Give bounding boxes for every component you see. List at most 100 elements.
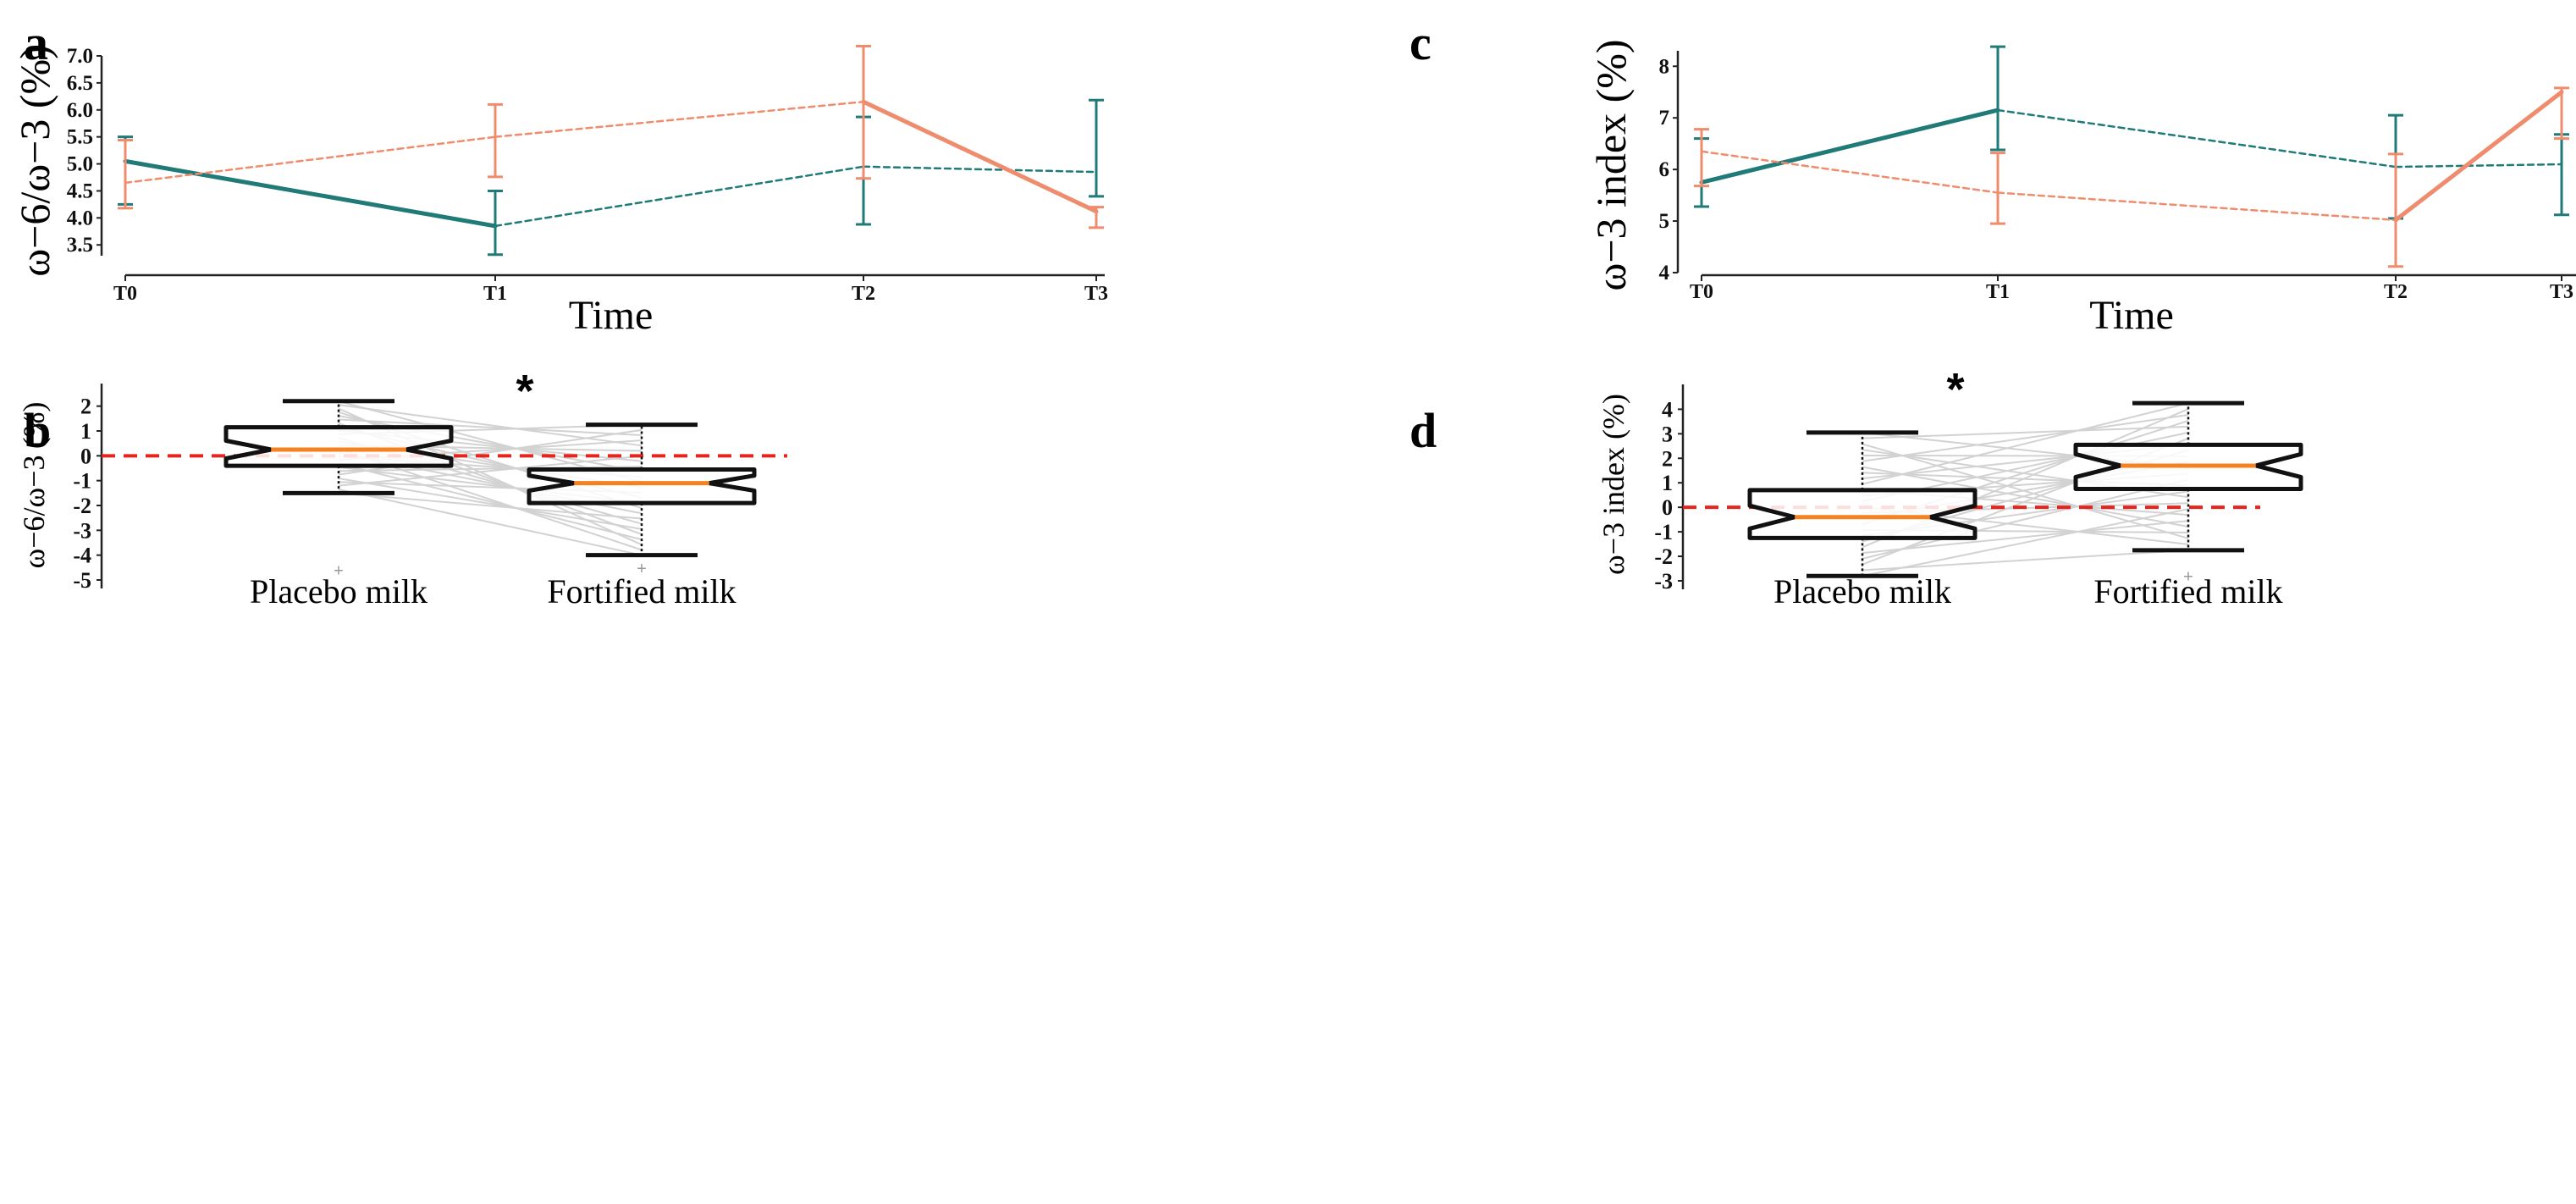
series-line-solid [1699, 108, 2000, 185]
paired-line [1862, 466, 2189, 528]
y-tick-label: 2 [80, 395, 91, 419]
x-tick-label: T0 [1690, 281, 1713, 303]
y-tick-label: 8 [1659, 55, 1670, 78]
paired-line [1862, 549, 2189, 572]
y-axis-title: ω−6/ω−3 (%) [17, 402, 51, 569]
y-tick-label: 7.0 [67, 45, 93, 68]
series-salmon [1694, 86, 2569, 268]
panel-label-d: d [1409, 403, 1437, 458]
y-tick-label: 6.5 [67, 72, 93, 95]
outlier-marker: + [2183, 568, 2193, 587]
y-tick-label: 4.5 [67, 179, 93, 202]
category-label: Placebo milk [1773, 572, 1951, 610]
paired-line [1862, 414, 2189, 462]
series-line-dashed [494, 100, 865, 138]
paired-line [338, 404, 643, 447]
x-tick-label: T2 [2384, 281, 2408, 303]
panel-label-a: a [24, 15, 48, 70]
y-axis-title: ω−3 index (%) [1597, 394, 1630, 575]
x-tick-label: T2 [852, 283, 875, 305]
paired-line [338, 418, 643, 436]
y-tick-label: 2 [1662, 446, 1673, 471]
y-tick-label: -4 [73, 544, 91, 568]
panel-c: c 4 5 6 7 8 T0 T1 T2 T3 Time ω−3 index (%) [1409, 15, 2576, 338]
paired-line [1862, 520, 2189, 555]
outlier-marker: + [637, 560, 647, 578]
series-line-dashed [1996, 191, 2397, 222]
y-tick-label: 1 [1662, 471, 1673, 495]
y-tick-label: 0 [80, 444, 91, 468]
paired-line [338, 465, 643, 472]
series-teal [1694, 45, 2569, 220]
y-tick-label: -3 [73, 518, 91, 543]
y-tick-label: 4.0 [67, 207, 93, 229]
paired-line [1862, 478, 2189, 560]
category-label: Fortified milk [547, 572, 736, 610]
x-axis-title: Time [2089, 293, 2174, 338]
y-axis-title: ω−3 index (%) [1587, 39, 1635, 290]
y-tick-label: 3.5 [67, 234, 93, 257]
series-line-solid [861, 99, 1099, 214]
y-tick-label: -1 [73, 469, 91, 494]
series-line-solid [2393, 90, 2564, 223]
y-tick-label: -2 [73, 494, 91, 518]
box-placebo: +Placebo milk [223, 399, 454, 610]
series-line-dashed [1996, 108, 2397, 168]
y-tick-label: 3 [1662, 422, 1673, 446]
paired-line [1862, 402, 2189, 485]
y-tick-label: 1 [80, 419, 91, 444]
x-tick-label: T3 [2550, 281, 2573, 303]
paired-line [338, 489, 643, 556]
x-tick-label: T1 [1986, 281, 2010, 303]
y-tick-label: 5 [1659, 210, 1670, 233]
y-tick-label: 4 [1659, 262, 1670, 284]
series-line-dashed [494, 165, 865, 228]
paired-line [338, 492, 643, 520]
y-tick-label: -3 [1654, 569, 1673, 594]
box-body [527, 467, 757, 505]
box-body [223, 425, 454, 468]
y-tick-label: 5.0 [67, 153, 93, 176]
paired-line [338, 477, 643, 530]
paired-line [1862, 508, 2189, 577]
paired-line [338, 455, 643, 487]
y-tick-label: -2 [1654, 544, 1673, 569]
paired-line [1862, 443, 2189, 539]
y-tick-label: -5 [73, 568, 91, 593]
category-label: Fortified milk [2093, 572, 2282, 610]
box-fortified: +Fortified milk [527, 423, 757, 610]
y-tick-label: 6 [1659, 158, 1670, 181]
significance-marker: * [516, 366, 533, 417]
box-fortified: +Fortified milk [2073, 400, 2303, 610]
paired-line [338, 462, 643, 541]
series-teal [118, 98, 1104, 257]
y-axis-title: ω−6/ω−3 (%) [11, 45, 58, 277]
series-line-dashed [862, 165, 1098, 174]
series-line-dashed [1700, 150, 2000, 194]
series-line-dashed [2394, 163, 2563, 168]
panel-a: a 3.5 4.0 4.5 5.0 5.5 6.0 6.5 7.0 T0 T1 T2 T3 Time ω−6… [11, 15, 1108, 338]
y-tick-label: 0 [1662, 495, 1673, 520]
box-body [1747, 488, 1978, 540]
y-tick-label: 6.0 [67, 99, 93, 122]
x-tick-label: T3 [1084, 283, 1108, 305]
category-label: Placebo milk [250, 572, 427, 610]
y-tick-label: 4 [1662, 397, 1673, 422]
significance-marker: * [1946, 364, 1964, 415]
y-tick-label: 7 [1659, 107, 1670, 130]
box-placebo: Placebo milk [1747, 430, 1978, 610]
series-line-solid [123, 158, 498, 229]
x-tick-label: T1 [483, 283, 507, 305]
series-line-dashed [124, 135, 497, 185]
outlier-marker: + [334, 562, 344, 581]
paired-line [1862, 425, 2189, 439]
panel-label-c: c [1409, 15, 1431, 70]
series-salmon [118, 45, 1104, 229]
y-tick-label: -1 [1654, 520, 1673, 544]
panel-label-b: b [24, 403, 51, 458]
x-tick-label: T0 [113, 283, 137, 305]
x-axis-title: Time [569, 293, 654, 338]
